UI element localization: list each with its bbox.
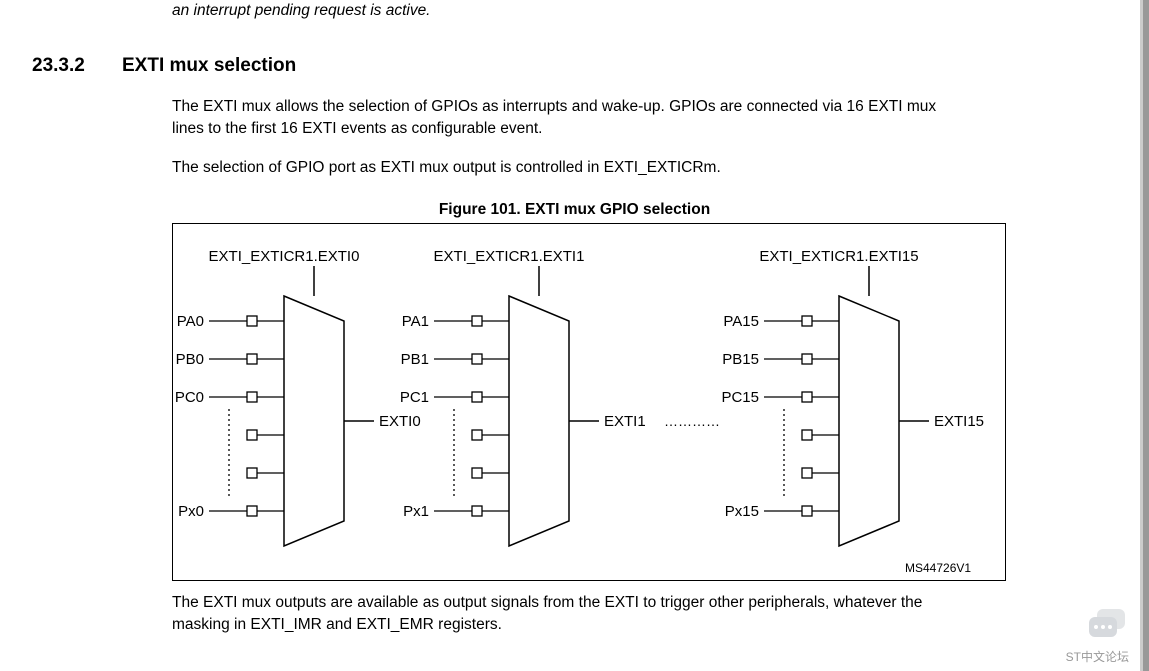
mux-input-pin xyxy=(247,316,257,326)
mux-output-label: EXTI0 xyxy=(379,413,421,430)
page: an interrupt pending request is active. … xyxy=(0,0,1149,671)
mux-input-pin xyxy=(802,354,812,364)
mux-input-pin xyxy=(247,506,257,516)
mux-body xyxy=(509,296,569,546)
mux-input-label: PA15 xyxy=(723,313,759,330)
figure-diagram: EXTI_EXTICR1.EXTI0 EXTI0 PA0 PB0 PC0 Px0 EXTI_… xyxy=(174,226,1004,578)
mux-output-label: EXTI15 xyxy=(934,413,984,430)
mux-input-label: PB1 xyxy=(401,351,429,368)
section-title: EXTI mux selection xyxy=(122,55,296,77)
mux-input-label: PA1 xyxy=(402,313,429,330)
mux-input-label: PA0 xyxy=(177,313,204,330)
paragraph-2: The selection of GPIO port as EXTI mux o… xyxy=(172,157,972,179)
paragraph-1: The EXTI mux allows the selection of GPI… xyxy=(172,96,972,139)
mux-input-pin xyxy=(247,354,257,364)
paragraph-3: The EXTI mux outputs are available as ou… xyxy=(172,592,972,635)
mux-input-pin xyxy=(802,392,812,402)
figure-code: MS44726V1 xyxy=(905,561,971,575)
svg-text:…………: ………… xyxy=(664,413,720,429)
figure-caption: Figure 101. EXTI mux GPIO selection xyxy=(0,201,1149,219)
mux-input-label: Px0 xyxy=(178,503,204,520)
mux-input-pin xyxy=(802,430,812,440)
mux-register-label: EXTI_EXTICR1.EXTI0 xyxy=(209,248,360,265)
mux-input-pin xyxy=(247,392,257,402)
mux-input-pin xyxy=(247,430,257,440)
intro-text: an interrupt pending request is active. xyxy=(172,2,431,20)
mux-input-pin xyxy=(802,316,812,326)
chat-icon[interactable] xyxy=(1089,609,1129,646)
mux-input-pin xyxy=(247,468,257,478)
mux-body xyxy=(839,296,899,546)
mux-input-pin xyxy=(802,468,812,478)
mux-input-pin xyxy=(472,392,482,402)
mux-register-label: EXTI_EXTICR1.EXTI15 xyxy=(759,248,918,265)
mux-input-pin xyxy=(472,316,482,326)
chat-label: ST中文论坛 xyxy=(1066,648,1129,665)
mux-input-pin xyxy=(472,506,482,516)
mux-input-label: PC15 xyxy=(721,389,759,406)
mux-input-label: PB0 xyxy=(176,351,204,368)
mux-input-label: PB15 xyxy=(722,351,759,368)
mux-input-pin xyxy=(802,506,812,516)
mux-input-label: Px15 xyxy=(725,503,759,520)
mux-input-pin xyxy=(472,354,482,364)
mux-input-pin xyxy=(472,430,482,440)
mux-body xyxy=(284,296,344,546)
mux-output-label: EXTI1 xyxy=(604,413,646,430)
mux-input-label: PC0 xyxy=(175,389,204,406)
mux-input-pin xyxy=(472,468,482,478)
mux-register-label: EXTI_EXTICR1.EXTI1 xyxy=(434,248,585,265)
mux-input-label: Px1 xyxy=(403,503,429,520)
page-shadow xyxy=(1143,0,1149,671)
section-number: 23.3.2 xyxy=(32,55,85,77)
mux-input-label: PC1 xyxy=(400,389,429,406)
